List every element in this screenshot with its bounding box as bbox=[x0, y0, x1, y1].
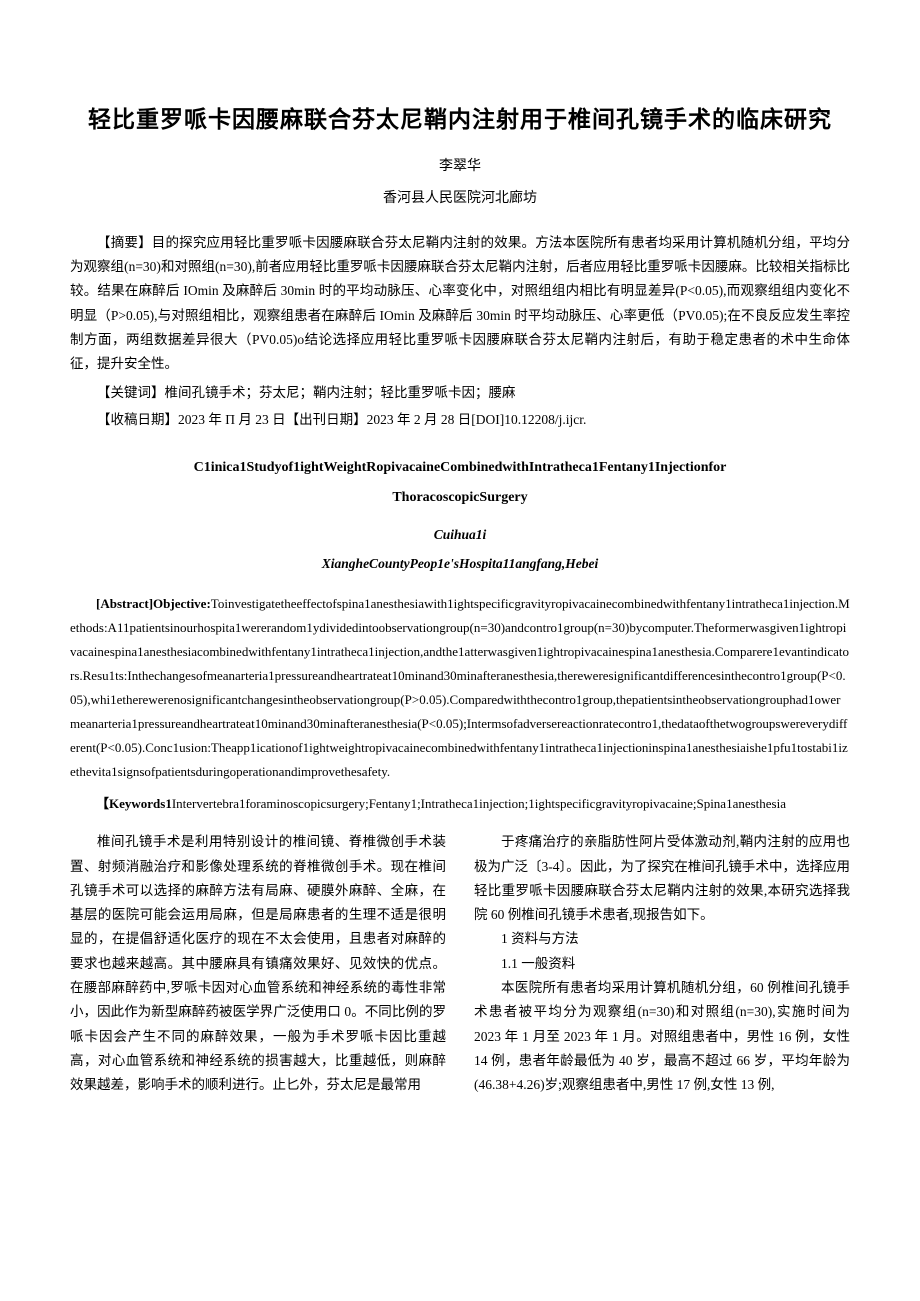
eng-abstract-body: Toinvestigatetheeffectofspina1anesthesia… bbox=[70, 596, 850, 779]
eng-keywords: 【Keywords1Intervertebra1foraminoscopicsu… bbox=[70, 792, 850, 816]
body-right-heading2: 1.1 一般资料 bbox=[474, 952, 850, 976]
body-left-para: 椎间孔镜手术是利用特别设计的椎间镜、脊椎微创手术装置、射频消融治疗和影像处理系统… bbox=[70, 830, 446, 1097]
eng-author: Cuihua1i bbox=[70, 524, 850, 547]
body-columns: 椎间孔镜手术是利用特别设计的椎间镜、脊椎微创手术装置、射频消融治疗和影像处理系统… bbox=[70, 830, 850, 1097]
eng-keywords-body: Intervertebra1foraminoscopicsurgery;Fent… bbox=[172, 796, 786, 811]
column-left: 椎间孔镜手术是利用特别设计的椎间镜、脊椎微创手术装置、射频消融治疗和影像处理系统… bbox=[70, 830, 446, 1097]
author: 李翠华 bbox=[70, 155, 850, 179]
keywords-cn: 【关键词】椎间孔镜手术；芬太尼；鞘内注射；轻比重罗哌卡因；腰麻 bbox=[70, 382, 850, 405]
body-right-heading1: 1 资料与方法 bbox=[474, 927, 850, 951]
eng-abstract-label: [Abstract]Objective: bbox=[96, 596, 211, 611]
article-title: 轻比重罗哌卡因腰麻联合芬太尼鞘内注射用于椎间孔镜手术的临床研究 bbox=[70, 100, 850, 139]
dates-doi: 【收稿日期】2023 年 Π 月 23 日【出刊日期】2023 年 2 月 28… bbox=[70, 409, 850, 432]
column-right: 于疼痛治疗的亲脂肪性阿片受体激动剂,鞘内注射的应用也极为广泛〔3-4〕。因此，为… bbox=[474, 830, 850, 1097]
eng-affiliation: XiangheCountyPeop1e'sHospita11angfang,He… bbox=[70, 553, 850, 576]
eng-title-line1: C1inica1Studyof1ightWeightRopivacaineCom… bbox=[70, 456, 850, 480]
eng-title-line2: ThoracoscopicSurgery bbox=[70, 486, 850, 510]
eng-abstract: [Abstract]Objective:Toinvestigatetheeffe… bbox=[70, 592, 850, 784]
abstract-cn: 【摘要】目的探究应用轻比重罗哌卡因腰麻联合芬太尼鞘内注射的效果。方法本医院所有患… bbox=[70, 231, 850, 377]
eng-keywords-label: 【Keywords1 bbox=[96, 796, 172, 811]
body-right-para1: 于疼痛治疗的亲脂肪性阿片受体激动剂,鞘内注射的应用也极为广泛〔3-4〕。因此，为… bbox=[474, 830, 850, 927]
body-right-para2: 本医院所有患者均采用计算机随机分组，60 例椎间孔镜手术患者被平均分为观察组(n… bbox=[474, 976, 850, 1097]
affiliation: 香河县人民医院河北廊坊 bbox=[70, 187, 850, 211]
abstract-cn-text: 【摘要】目的探究应用轻比重罗哌卡因腰麻联合芬太尼鞘内注射的效果。方法本医院所有患… bbox=[70, 231, 850, 377]
